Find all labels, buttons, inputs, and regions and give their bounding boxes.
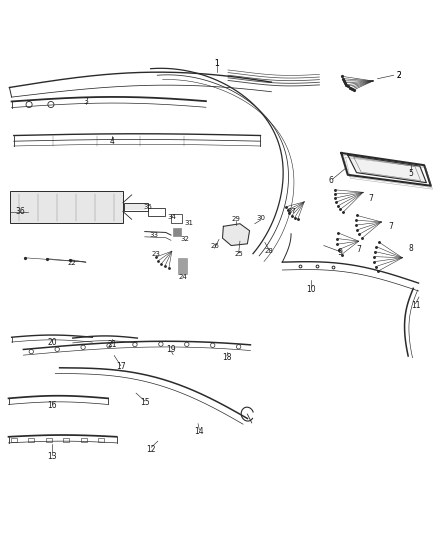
Text: 34: 34: [167, 214, 176, 220]
Bar: [63, 438, 69, 442]
Text: 23: 23: [151, 251, 160, 257]
Bar: [11, 438, 17, 442]
Text: 7: 7: [368, 195, 373, 203]
Bar: [125, 204, 146, 210]
Text: 20: 20: [47, 338, 57, 348]
Text: 15: 15: [140, 398, 150, 407]
Text: 5: 5: [409, 168, 413, 177]
Bar: [28, 438, 34, 442]
Text: 10: 10: [306, 285, 315, 294]
Text: 2: 2: [396, 71, 401, 80]
Text: 28: 28: [265, 248, 274, 254]
Text: 14: 14: [194, 427, 204, 436]
Text: 22: 22: [67, 260, 76, 266]
Text: 26: 26: [210, 244, 219, 249]
Text: 7: 7: [356, 245, 361, 254]
Text: 30: 30: [256, 215, 265, 222]
Bar: [81, 438, 87, 442]
Bar: [171, 214, 182, 223]
Bar: [148, 208, 165, 216]
Text: 17: 17: [116, 362, 126, 372]
Text: 13: 13: [47, 453, 57, 462]
Text: 19: 19: [166, 345, 176, 354]
Polygon shape: [223, 224, 250, 246]
Text: 11: 11: [411, 301, 420, 310]
Bar: [46, 438, 52, 442]
Text: 27: 27: [288, 208, 297, 214]
Bar: [124, 203, 148, 212]
Text: 9: 9: [338, 248, 343, 256]
Text: 8: 8: [409, 244, 413, 253]
Text: 1: 1: [215, 59, 219, 68]
Bar: [11, 191, 123, 223]
Text: 4: 4: [110, 137, 114, 146]
Text: 7: 7: [388, 222, 393, 231]
Text: 3: 3: [83, 96, 88, 106]
Bar: [177, 258, 187, 274]
Text: 1: 1: [215, 59, 219, 68]
Bar: [11, 191, 123, 223]
Text: 18: 18: [222, 353, 232, 362]
Text: 2: 2: [396, 71, 401, 80]
Text: 21: 21: [107, 340, 117, 349]
Text: 35: 35: [144, 204, 153, 209]
Text: 24: 24: [179, 274, 187, 280]
Text: 31: 31: [185, 220, 194, 226]
Text: 6: 6: [329, 175, 334, 184]
Polygon shape: [348, 155, 426, 183]
Text: 32: 32: [180, 237, 189, 243]
Text: 16: 16: [47, 401, 57, 410]
Text: 36: 36: [15, 207, 25, 216]
Text: 25: 25: [234, 251, 243, 257]
Bar: [98, 438, 104, 442]
Text: 12: 12: [147, 445, 156, 454]
Text: 29: 29: [231, 216, 240, 222]
Text: 33: 33: [150, 232, 159, 238]
Bar: [173, 228, 181, 236]
